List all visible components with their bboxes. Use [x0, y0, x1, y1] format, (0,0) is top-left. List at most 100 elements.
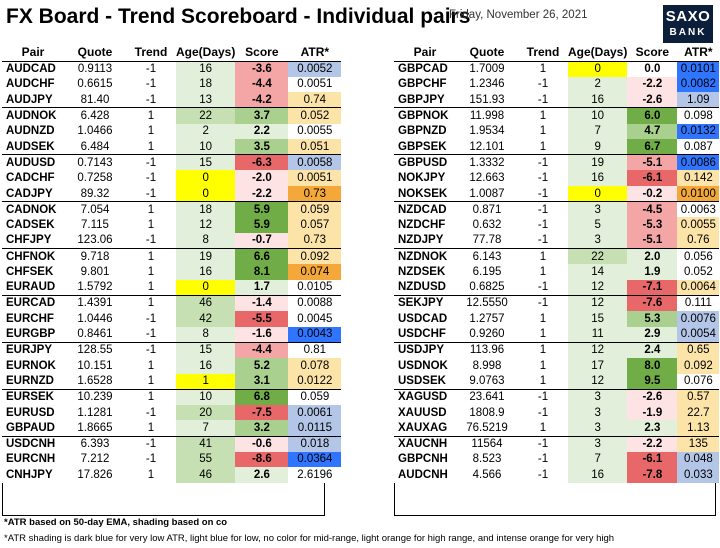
- col-header-trend: Trend: [126, 43, 176, 61]
- trend-cell: -1: [518, 170, 568, 186]
- score-cell: 2.2: [235, 123, 289, 140]
- quote-cell: 7.212: [64, 451, 126, 468]
- quote-cell: 1.0466: [64, 123, 126, 140]
- score-cell: 6.0: [627, 107, 678, 124]
- quote-cell: 10.239: [64, 388, 126, 405]
- score-cell: -7.6: [627, 294, 678, 311]
- age-cell: 3: [568, 201, 628, 218]
- age-cell: 7: [568, 451, 628, 468]
- atr-cell: 0.0054: [677, 326, 720, 343]
- age-cell: 2: [568, 76, 628, 93]
- age-cell: 12: [176, 217, 236, 233]
- score-cell: -5.1: [627, 154, 678, 171]
- age-cell: 0: [568, 186, 628, 202]
- pair-cell: XAUUSD: [394, 404, 456, 421]
- trend-cell: 1: [518, 420, 568, 436]
- score-cell: -6.1: [627, 451, 678, 468]
- trend-cell: 1: [518, 311, 568, 327]
- score-cell: -6.1: [627, 170, 678, 186]
- table-row: XAUCNH 11564 -1 3 -2.2 135: [394, 435, 720, 452]
- age-cell: 10: [176, 139, 236, 155]
- table-row: AUDUSD 0.7143 -1 15 -6.3 0.0058: [2, 154, 342, 171]
- score-cell: 8.1: [235, 264, 289, 280]
- table-row: EURUSD 1.1281 -1 20 -7.5 0.0061: [2, 404, 342, 421]
- score-cell: -1.6: [235, 326, 289, 343]
- atr-cell: 0.0115: [288, 420, 342, 436]
- atr-cell: 0.57: [677, 388, 720, 405]
- atr-cell: 0.0043: [288, 326, 342, 343]
- table-row: CADCHF 0.7258 -1 0 -2.0 0.0051: [2, 170, 342, 186]
- age-cell: 3: [568, 435, 628, 452]
- age-cell: 1: [176, 373, 236, 390]
- trend-cell: 1: [518, 264, 568, 280]
- age-cell: 7: [568, 123, 628, 140]
- age-cell: 12: [568, 373, 628, 390]
- age-cell: 22: [568, 248, 628, 265]
- col-header-trend: Trend: [518, 43, 568, 61]
- pair-cell: AUDSEK: [2, 139, 64, 155]
- pair-cell: CADJPY: [2, 186, 64, 202]
- trend-cell: -1: [126, 60, 176, 77]
- score-cell: 2.6: [235, 467, 289, 483]
- trend-cell: 1: [126, 294, 176, 311]
- pair-cell: GBPUSD: [394, 154, 456, 171]
- table-row: NZDJPY 77.78 -1 3 -5.1 0.76: [394, 232, 720, 249]
- atr-cell: 0.078: [288, 357, 342, 374]
- trend-cell: 1: [126, 467, 176, 483]
- pair-cell: CHFJPY: [2, 232, 64, 249]
- age-cell: 46: [176, 294, 236, 311]
- atr-cell: 0.0122: [288, 373, 342, 390]
- age-cell: 0: [176, 170, 236, 186]
- trend-cell: -1: [518, 294, 568, 311]
- col-header-pair: Pair: [394, 43, 456, 61]
- pair-cell: EURCNH: [2, 451, 64, 468]
- age-cell: 0: [568, 60, 628, 77]
- quote-cell: 1.5792: [64, 279, 126, 296]
- score-cell: 0.0: [627, 60, 678, 77]
- trend-cell: -1: [126, 341, 176, 358]
- pair-cell: CADNOK: [2, 201, 64, 218]
- col-header-quote: Quote: [456, 43, 518, 61]
- pair-cell: USDSEK: [394, 373, 456, 390]
- table-row: AUDNZD 1.0466 1 2 2.2 0.0055: [2, 123, 342, 140]
- quote-cell: 12.663: [456, 170, 518, 186]
- age-cell: 12: [568, 341, 628, 358]
- atr-cell: 1.13: [677, 420, 720, 436]
- right-table-body: GBPCAD 1.7009 1 0 0.0 0.0101 GBPCHF 1.2346 -1 2 -2…: [394, 60, 720, 483]
- pair-cell: USDCHF: [394, 326, 456, 343]
- age-cell: 3: [568, 388, 628, 405]
- trend-cell: -1: [518, 154, 568, 171]
- score-cell: 6.8: [235, 388, 289, 405]
- table-row: GBPNZD 1.9534 1 7 4.7 0.0132: [394, 123, 720, 140]
- pair-cell: AUDUSD: [2, 154, 64, 171]
- atr-cell: 0.0100: [677, 186, 720, 202]
- footnote-atr-basis: *ATR based on 50-day EMA, shading based …: [4, 517, 228, 528]
- footnote-atr-shading: *ATR shading is dark blue for very low A…: [4, 533, 615, 544]
- score-cell: -5.3: [627, 217, 678, 233]
- atr-cell: 0.73: [288, 186, 342, 202]
- score-cell: -1.4: [235, 294, 289, 311]
- table-row: AUDJPY 81.40 -1 13 -4.2 0.74: [2, 92, 342, 108]
- atr-cell: 0.0086: [677, 154, 720, 171]
- table-row: EURCHF 1.0446 -1 42 -5.5 0.0045: [2, 311, 342, 327]
- age-cell: 12: [568, 279, 628, 296]
- age-cell: 16: [568, 170, 628, 186]
- trend-cell: -1: [126, 76, 176, 93]
- table-row: AUDCHF 0.6615 -1 18 -4.4 0.0051: [2, 76, 342, 93]
- atr-cell: 0.057: [288, 217, 342, 233]
- trend-cell: -1: [126, 170, 176, 186]
- atr-cell: 0.0051: [288, 170, 342, 186]
- trend-cell: 1: [518, 248, 568, 265]
- col-header-atr: ATR*: [677, 43, 720, 61]
- score-cell: 3.2: [235, 420, 289, 436]
- age-cell: 5: [568, 217, 628, 233]
- page-title: FX Board - Trend Scoreboard - Individual…: [6, 5, 471, 28]
- trend-cell: 1: [126, 279, 176, 296]
- age-cell: 8: [176, 326, 236, 343]
- atr-cell: 0.0364: [288, 451, 342, 468]
- pair-cell: CHFSEK: [2, 264, 64, 280]
- trend-cell: -1: [126, 326, 176, 343]
- quote-cell: 1808.9: [456, 404, 518, 421]
- pair-cell: GBPSEK: [394, 139, 456, 155]
- atr-cell: 0.111: [677, 294, 720, 311]
